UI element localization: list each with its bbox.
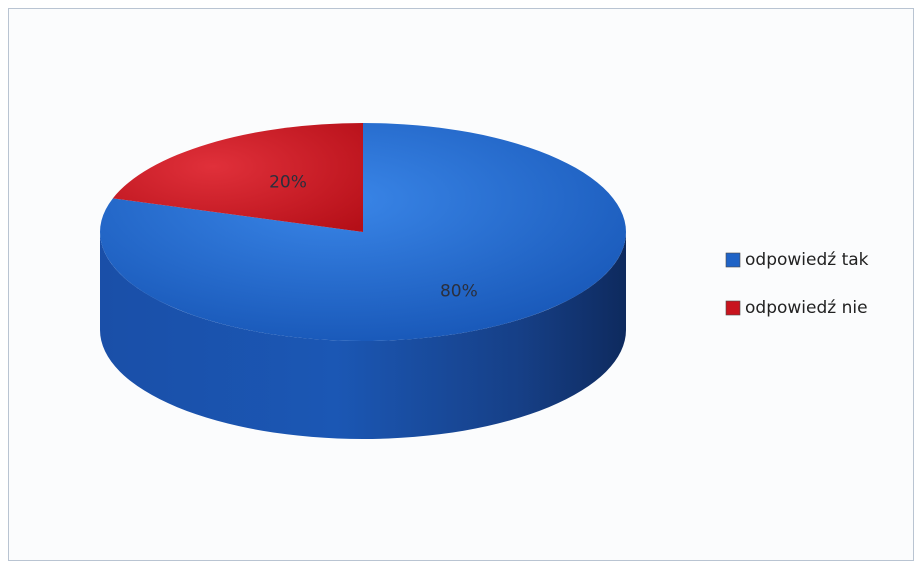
data-labels: 80% 20% [269, 172, 478, 301]
data-label-0: 80% [440, 282, 478, 302]
pie-layer [100, 123, 627, 439]
legend-swatch-0 [725, 252, 741, 268]
pie-chart: 80% 20% odpowiedź tak odpowiedź nie [100, 123, 869, 439]
legend-label-0: odpowiedź tak [745, 250, 869, 270]
data-label-1: 20% [269, 172, 307, 192]
legend: odpowiedź tak odpowiedź nie [725, 250, 869, 318]
slice-1 [112, 123, 364, 232]
slice-0 [100, 123, 627, 341]
slice-side-0 [100, 232, 626, 439]
legend-label-1: odpowiedź nie [745, 298, 868, 318]
legend-swatch-1 [725, 300, 741, 316]
chart-frame: 80% 20% odpowiedź tak odpowiedź nie [8, 8, 914, 561]
